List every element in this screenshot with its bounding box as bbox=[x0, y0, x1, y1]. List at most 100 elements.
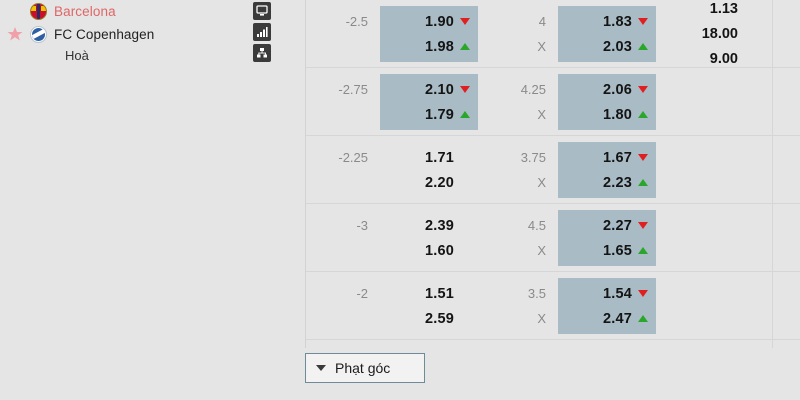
handicap-price-stack: 2.39 1.60 bbox=[380, 210, 478, 266]
handicap-price-under[interactable]: 2.59 bbox=[380, 306, 470, 331]
one-x-two-market: 1.13 18.00 9.00 bbox=[666, 0, 738, 68]
odds-home-win[interactable]: 1.13 bbox=[709, 0, 738, 17]
total-price-under[interactable]: 1.65 bbox=[558, 238, 648, 263]
total-price-over[interactable]: 1.54 bbox=[558, 281, 648, 306]
odds-value: 2.06 bbox=[602, 81, 632, 98]
odds-up-arrow-icon bbox=[638, 111, 648, 118]
fc-copenhagen-crest-icon bbox=[30, 25, 47, 43]
match-tracker-icon[interactable] bbox=[253, 44, 271, 62]
odds-draw[interactable]: 18.00 bbox=[701, 25, 738, 42]
corners-market-toggle-button[interactable]: Phạt góc bbox=[305, 353, 425, 383]
total-price-under[interactable]: 1.80 bbox=[558, 102, 648, 127]
total-line-bottom: X bbox=[537, 175, 546, 190]
one-x-two-market bbox=[666, 272, 738, 340]
odds-value: 1.71 bbox=[424, 149, 454, 166]
one-x-two-stack bbox=[666, 65, 738, 140]
odds-up-arrow-icon bbox=[638, 315, 648, 322]
handicap-line-top: -2.75 bbox=[338, 82, 368, 97]
odds-up-arrow-icon bbox=[460, 43, 470, 50]
handicap-price-under[interactable]: 1.60 bbox=[380, 238, 470, 263]
total-line-top: 3.5 bbox=[527, 286, 546, 301]
handicap-price-over[interactable]: 2.39 bbox=[380, 213, 470, 238]
away-team-name: FC Copenhagen bbox=[54, 26, 155, 42]
total-line-bottom: X bbox=[537, 39, 546, 54]
column-divider bbox=[772, 0, 773, 348]
total-line-bottom: X bbox=[537, 107, 546, 122]
statistics-icon[interactable] bbox=[253, 23, 271, 41]
star-icon bbox=[7, 27, 23, 41]
odds-value: 1.60 bbox=[424, 242, 454, 259]
total-line-labels: 4.5 X bbox=[500, 213, 546, 263]
total-line-labels: 3.5 X bbox=[500, 281, 546, 331]
handicap-price-under[interactable]: 2.20 bbox=[380, 170, 470, 195]
one-x-two-stack: 1.13 18.00 9.00 bbox=[666, 0, 738, 72]
odds-no-move-icon bbox=[460, 290, 470, 297]
handicap-market: -2 1.51 2.59 bbox=[322, 272, 478, 340]
total-line-top: 4.5 bbox=[527, 218, 546, 233]
table-row: -2 1.51 2.59 3.5 X 1.54 bbox=[306, 272, 800, 340]
total-price-under[interactable]: 2.23 bbox=[558, 170, 648, 195]
one-x-two-market bbox=[666, 68, 738, 136]
odds-value: 2.47 bbox=[602, 310, 632, 327]
odds-no-move-icon bbox=[460, 179, 470, 186]
total-line-labels: 3.75 X bbox=[500, 145, 546, 195]
table-row: -2.5 1.90 1.98 4 X 1.83 bbox=[306, 0, 800, 68]
total-line-bottom: X bbox=[537, 311, 546, 326]
total-price-stack: 2.06 1.80 bbox=[558, 74, 656, 130]
home-team-name: Barcelona bbox=[54, 3, 116, 19]
handicap-line-top: -2.5 bbox=[345, 14, 368, 29]
odds-value: 1.67 bbox=[602, 149, 632, 166]
one-x-two-market bbox=[666, 136, 738, 204]
handicap-price-over[interactable]: 1.51 bbox=[380, 281, 470, 306]
odds-value: 2.27 bbox=[602, 217, 632, 234]
handicap-price-under[interactable]: 1.98 bbox=[380, 34, 470, 59]
draw-label: Hoà bbox=[65, 48, 89, 63]
total-price-under[interactable]: 2.47 bbox=[558, 306, 648, 331]
odds-up-arrow-icon bbox=[638, 179, 648, 186]
total-price-stack: 1.83 2.03 bbox=[558, 6, 656, 62]
away-team-row[interactable]: FC Copenhagen bbox=[0, 23, 154, 45]
handicap-price-over[interactable]: 2.10 bbox=[380, 77, 470, 102]
odds-no-move-icon bbox=[460, 315, 470, 322]
total-price-over[interactable]: 1.83 bbox=[558, 9, 648, 34]
match-info-panel: Barcelona FC Copenhagen Hoà bbox=[0, 0, 305, 400]
odds-down-arrow-icon bbox=[638, 18, 648, 25]
handicap-line-labels: -2.75 bbox=[322, 77, 368, 127]
total-line-labels: 4.25 X bbox=[500, 77, 546, 127]
total-price-over[interactable]: 2.27 bbox=[558, 213, 648, 238]
total-goals-market: 3.75 X 1.67 2.23 bbox=[500, 136, 656, 204]
handicap-line-labels: -2 bbox=[322, 281, 368, 331]
odds-down-arrow-icon bbox=[638, 222, 648, 229]
handicap-price-over[interactable]: 1.90 bbox=[380, 9, 470, 34]
odds-home-win bbox=[666, 65, 738, 90]
total-line-bottom: X bbox=[537, 243, 546, 258]
total-price-over[interactable]: 1.67 bbox=[558, 145, 648, 170]
handicap-price-stack: 1.90 1.98 bbox=[380, 6, 478, 62]
total-price-under[interactable]: 2.03 bbox=[558, 34, 648, 59]
handicap-line-bottom bbox=[322, 102, 368, 127]
total-goals-market: 4.5 X 2.27 1.65 bbox=[500, 204, 656, 272]
odds-down-arrow-icon bbox=[638, 290, 648, 297]
odds-value: 1.79 bbox=[424, 106, 454, 123]
handicap-line-bottom bbox=[322, 306, 368, 331]
total-line-top: 4.25 bbox=[520, 82, 546, 97]
one-x-two-stack bbox=[666, 133, 738, 208]
total-goals-market: 3.5 X 1.54 2.47 bbox=[500, 272, 656, 340]
home-team-row[interactable]: Barcelona bbox=[0, 0, 116, 22]
handicap-line-labels: -2.25 bbox=[322, 145, 368, 195]
handicap-line-labels: -3 bbox=[322, 213, 368, 263]
odds-no-move-icon bbox=[460, 222, 470, 229]
total-price-over[interactable]: 2.06 bbox=[558, 77, 648, 102]
total-goals-market: 4.25 X 2.06 1.80 bbox=[500, 68, 656, 136]
total-price-stack: 1.67 2.23 bbox=[558, 142, 656, 198]
odds-value: 1.98 bbox=[424, 38, 454, 55]
handicap-price-over[interactable]: 1.71 bbox=[380, 145, 470, 170]
odds-value: 2.39 bbox=[424, 217, 454, 234]
odds-value: 1.80 bbox=[602, 106, 632, 123]
odds-away-win[interactable]: 9.00 bbox=[709, 50, 738, 67]
live-stream-icon[interactable] bbox=[253, 2, 271, 20]
favorite-star-button[interactable] bbox=[0, 26, 30, 42]
barcelona-crest-icon bbox=[30, 2, 47, 20]
odds-value: 2.10 bbox=[424, 81, 454, 98]
handicap-price-under[interactable]: 1.79 bbox=[380, 102, 470, 127]
